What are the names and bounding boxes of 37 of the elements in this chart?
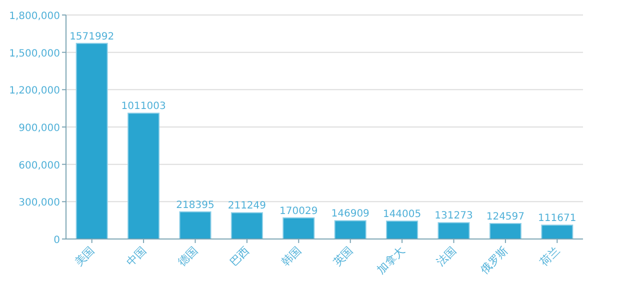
data-label: 124597 — [486, 211, 525, 222]
bar — [541, 224, 574, 240]
x-tick-label: 荷兰 — [538, 244, 562, 269]
y-tick-label: 600,000 — [18, 160, 60, 172]
data-label: 211249 — [228, 200, 266, 212]
bar — [179, 211, 212, 240]
bar — [334, 220, 366, 240]
x-tick-label: 英国 — [330, 244, 356, 269]
x-tick-label: 美国 — [72, 244, 97, 269]
x-tick-label: 法国 — [434, 244, 459, 269]
y-tick-label: 1,500,000 — [9, 48, 60, 60]
x-tick-label: 加拿大 — [374, 244, 408, 276]
data-label: 1571992 — [70, 31, 114, 42]
bar — [128, 112, 160, 240]
y-tick-label: 300,000 — [18, 198, 60, 209]
data-label: 170029 — [280, 206, 318, 217]
data-label: 218395 — [176, 200, 214, 211]
bar — [230, 212, 263, 240]
x-tick-label: 俄罗斯 — [478, 244, 511, 276]
data-label: 111671 — [538, 213, 576, 224]
bar — [386, 220, 418, 240]
x-tick-label: 巴西 — [227, 244, 252, 269]
x-tick-label: 德国 — [176, 244, 200, 269]
x-tick-label: 中国 — [124, 244, 149, 269]
y-tick-label: 900,000 — [18, 123, 60, 134]
bar — [438, 222, 470, 240]
data-label: 146909 — [331, 208, 370, 220]
y-tick-label: 1,200,000 — [9, 86, 60, 97]
bar — [489, 222, 522, 240]
y-tick-label: 0 — [54, 235, 60, 246]
x-tick-label: 韩国 — [279, 244, 304, 269]
bar — [282, 217, 315, 240]
bar — [76, 42, 108, 240]
y-tick-label: 1,800,000 — [9, 11, 60, 22]
data-label: 1011003 — [121, 101, 166, 112]
data-label: 144005 — [382, 209, 422, 220]
data-label: 131273 — [434, 210, 473, 222]
